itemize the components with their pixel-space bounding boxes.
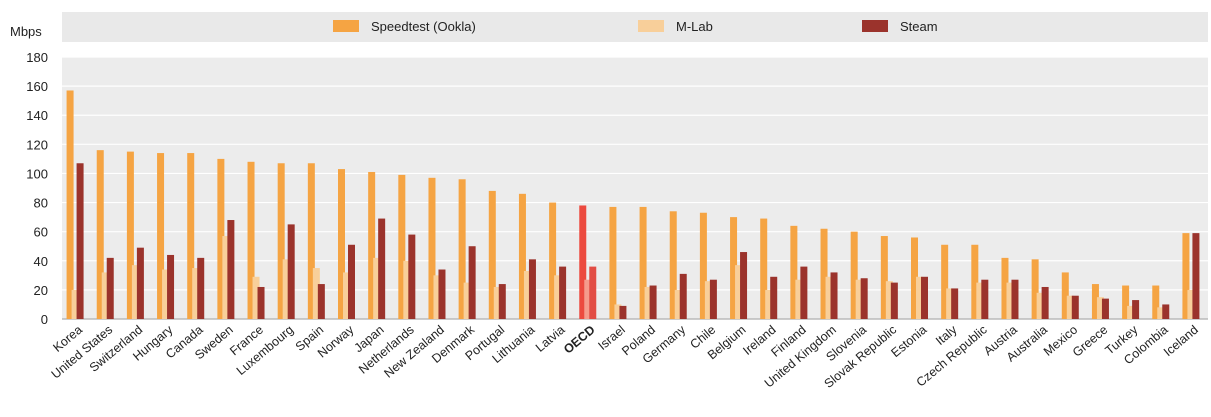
bar-steam — [921, 277, 928, 319]
bar-speedtest-ookla — [67, 90, 74, 319]
bar-steam — [197, 258, 204, 319]
bar-steam — [107, 258, 114, 319]
legend-band — [62, 12, 1208, 42]
y-tick-label: 140 — [26, 108, 48, 123]
y-tick-label: 120 — [26, 137, 48, 152]
bar-steam — [770, 277, 777, 319]
bar-steam — [1042, 287, 1049, 319]
legend-swatch — [638, 20, 664, 32]
legend-label: Speedtest (Ookla) — [371, 19, 476, 34]
x-tick-label: Iceland — [1161, 323, 1201, 360]
bar-steam — [1162, 304, 1169, 319]
bar-steam — [800, 267, 807, 319]
bar-steam — [288, 224, 295, 319]
x-tick-label: Greece — [1070, 323, 1110, 360]
bar-steam — [258, 287, 265, 319]
legend-label: M-Lab — [676, 19, 713, 34]
bar-steam — [408, 235, 415, 319]
bar-steam — [167, 255, 174, 319]
bar-steam — [680, 274, 687, 319]
bar-steam — [619, 306, 626, 319]
bar-steam — [559, 267, 566, 319]
bar-steam — [589, 267, 596, 319]
y-tick-label: 40 — [34, 254, 48, 269]
x-tick-label: OECD — [561, 323, 598, 357]
bar-steam — [438, 270, 445, 319]
bar-steam — [831, 272, 838, 319]
bar-steam — [77, 163, 84, 319]
bar-steam — [861, 278, 868, 319]
bar-steam — [891, 283, 898, 319]
bar-steam — [710, 280, 717, 319]
bar-steam — [227, 220, 234, 319]
bar-steam — [1102, 299, 1109, 319]
y-tick-label: 20 — [34, 283, 48, 298]
bar-steam — [469, 246, 476, 319]
legend-swatch — [862, 20, 888, 32]
x-tick-label: Latvia — [533, 323, 568, 355]
y-axis-label: Mbps — [10, 24, 42, 39]
y-tick-label: 80 — [34, 196, 48, 211]
bar-steam — [318, 284, 325, 319]
bar-steam — [348, 245, 355, 319]
bar-steam — [529, 259, 536, 319]
bar-steam — [740, 252, 747, 319]
bar-steam — [1192, 233, 1199, 319]
bar-steam — [1072, 296, 1079, 319]
bar-steam — [1011, 280, 1018, 319]
bar-speedtest-ookla — [609, 207, 616, 319]
bar-steam — [1132, 300, 1139, 319]
y-tick-label: 0 — [41, 312, 48, 327]
bar-steam — [951, 288, 958, 319]
y-tick-label: 160 — [26, 79, 48, 94]
y-tick-label: 60 — [34, 225, 48, 240]
y-tick-labels: 0 20 40 60 80 100 120 140 160 180 — [26, 50, 48, 327]
y-tick-label: 180 — [26, 50, 48, 65]
bar-steam — [981, 280, 988, 319]
bar-steam — [378, 219, 385, 319]
legend-label: Steam — [900, 19, 938, 34]
y-tick-label: 100 — [26, 166, 48, 181]
bar-steam — [650, 286, 657, 319]
bar-steam — [137, 248, 144, 319]
legend-swatch — [333, 20, 359, 32]
bar-steam — [499, 284, 506, 319]
